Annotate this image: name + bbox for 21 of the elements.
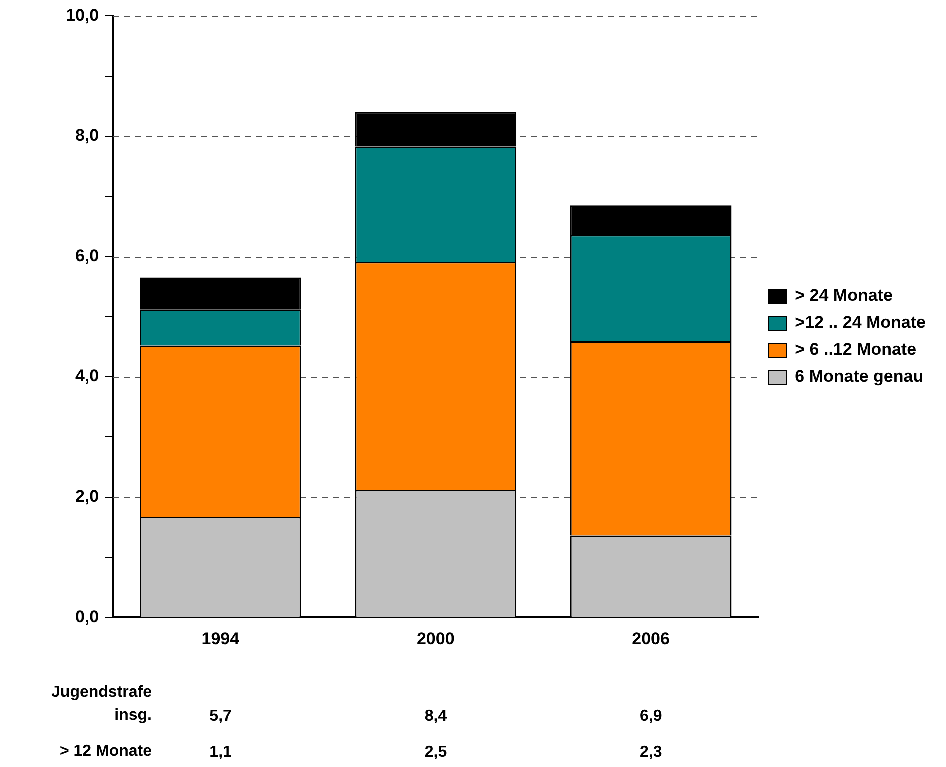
text: 6,9 (640, 708, 662, 726)
y-tick-label: 2,0 (75, 487, 100, 506)
text: Jugendstrafe insg. (50, 683, 152, 726)
y-tick-label: 8,0 (75, 126, 100, 146)
y-tick-label: 6,0 (75, 246, 100, 266)
text: > 12 Monate (58, 742, 152, 762)
text: 1,1 (210, 744, 232, 762)
legend-label: >12 .. 24 Monate (795, 313, 926, 332)
y-tick-label: 10,0 (66, 6, 100, 25)
legend-label: > 6 ..12 Monate (795, 340, 917, 360)
y-tick-label: 0,0 (75, 607, 100, 626)
text: 8,4 (424, 708, 448, 726)
y-tick-label: 4,0 (75, 366, 100, 386)
text: 2,5 (424, 744, 448, 762)
legend-label: 6 Monate genau (795, 367, 924, 386)
text: 2,3 (640, 744, 662, 762)
x-tick-label: 1994 (202, 629, 240, 648)
x-tick-label: 2006 (632, 629, 670, 648)
legend-label: > 24 Monate (795, 286, 893, 306)
text: 5,7 (210, 708, 232, 726)
x-tick-label: 2000 (416, 629, 455, 648)
